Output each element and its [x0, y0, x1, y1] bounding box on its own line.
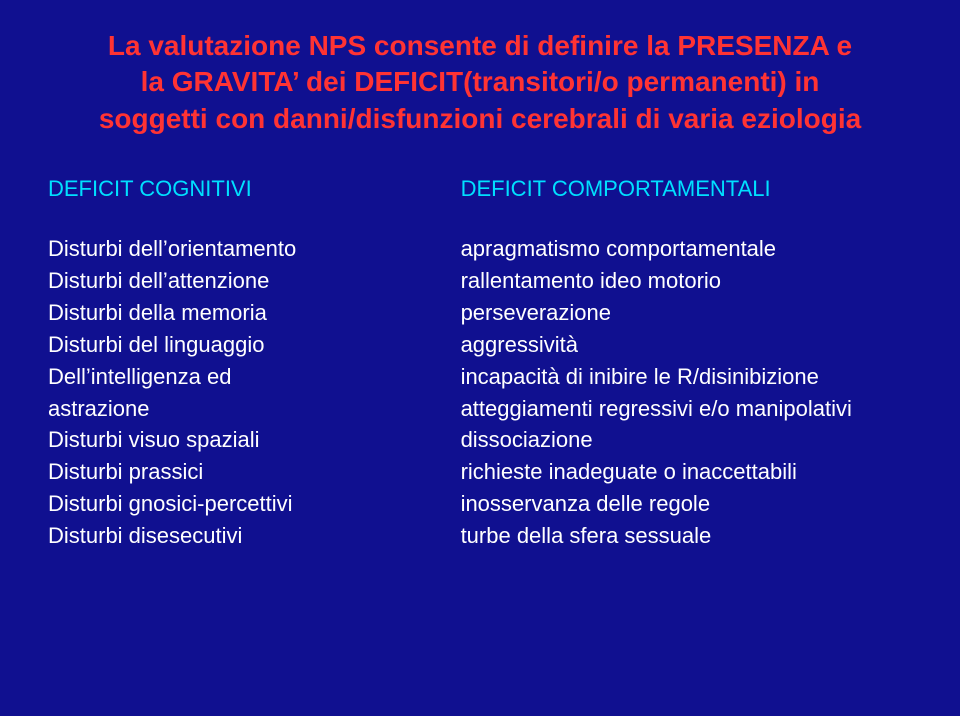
right-item: apragmatismo comportamentale — [461, 233, 912, 265]
right-item: inosservanza delle regole — [461, 488, 912, 520]
title-line-1: La valutazione NPS consente di definire … — [48, 28, 912, 64]
left-column-header: DEFICIT COGNITIVI — [48, 173, 441, 205]
left-item: Disturbi disesecutivi — [48, 520, 441, 552]
left-item: astrazione — [48, 393, 441, 425]
right-item: richieste inadeguate o inaccettabili — [461, 456, 912, 488]
right-column-header: DEFICIT COMPORTAMENTALI — [461, 173, 912, 205]
left-column: DEFICIT COGNITIVI Disturbi dell’orientam… — [48, 173, 441, 552]
right-item: incapacità di inibire le R/disinibizione — [461, 361, 912, 393]
content-columns: DEFICIT COGNITIVI Disturbi dell’orientam… — [48, 173, 912, 552]
left-item: Disturbi dell’attenzione — [48, 265, 441, 297]
left-item: Disturbi del linguaggio — [48, 329, 441, 361]
right-item: perseverazione — [461, 297, 912, 329]
left-item: Disturbi prassici — [48, 456, 441, 488]
left-item: Disturbi gnosici-percettivi — [48, 488, 441, 520]
left-item: Disturbi della memoria — [48, 297, 441, 329]
right-item: rallentamento ideo motorio — [461, 265, 912, 297]
right-item: turbe della sfera sessuale — [461, 520, 912, 552]
left-item: Disturbi visuo spaziali — [48, 424, 441, 456]
slide: La valutazione NPS consente di definire … — [0, 0, 960, 716]
right-column: DEFICIT COMPORTAMENTALI apragmatismo com… — [461, 173, 912, 552]
title-line-3: soggetti con danni/disfunzioni cerebrali… — [48, 101, 912, 137]
slide-title: La valutazione NPS consente di definire … — [48, 28, 912, 137]
title-line-2: la GRAVITA’ dei DEFICIT(transitori/o per… — [48, 64, 912, 100]
left-item: Disturbi dell’orientamento — [48, 233, 441, 265]
left-item: Dell’intelligenza ed — [48, 361, 441, 393]
right-item: aggressività — [461, 329, 912, 361]
right-item: atteggiamenti regressivi e/o manipolativ… — [461, 393, 912, 425]
right-item: dissociazione — [461, 424, 912, 456]
